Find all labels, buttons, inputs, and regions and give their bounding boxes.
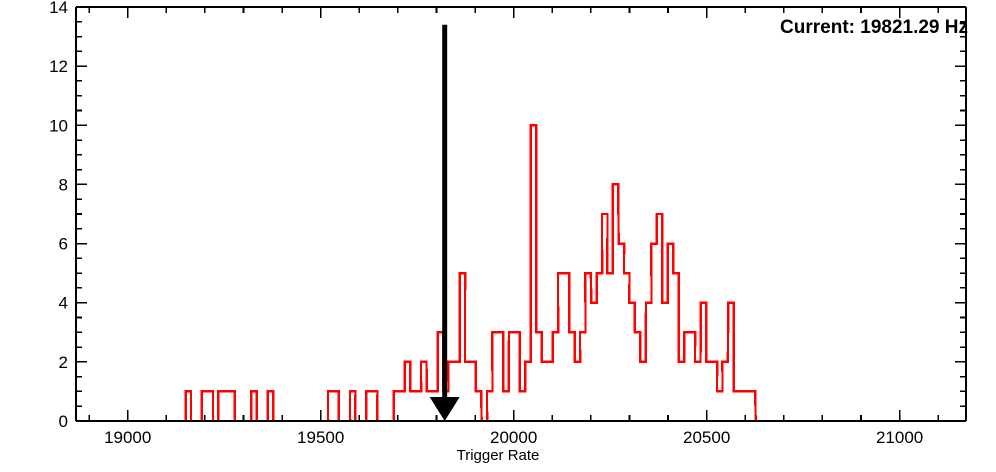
y-tick-label: 12 (49, 57, 68, 76)
y-tick-label: 14 (49, 0, 68, 17)
y-tick-label: 8 (59, 175, 68, 194)
x-tick-label: 20000 (490, 428, 537, 447)
axis-ticks (76, 6, 966, 422)
y-tick-label: 2 (59, 353, 68, 372)
marker-arrowhead (429, 397, 460, 421)
y-tick-label: 10 (49, 116, 68, 135)
y-tick-labels: 0 2 4 6 8 10 12 14 (49, 0, 68, 431)
current-value-marker (429, 24, 460, 421)
y-tick-label: 6 (59, 235, 68, 254)
y-tick-label: 0 (59, 412, 68, 431)
current-rate-annotation: Current: 19821.29 Hz (780, 17, 968, 38)
y-tick-label: 4 (59, 294, 68, 313)
x-tick-label: 20500 (683, 428, 730, 447)
x-tick-label: 19000 (104, 428, 151, 447)
x-tick-labels: 19000 19500 20000 20500 21000 (104, 428, 923, 447)
x-tick-label: 21000 (876, 428, 923, 447)
x-axis-title: Trigger Rate (456, 447, 540, 464)
x-tick-label: 19500 (297, 428, 344, 447)
